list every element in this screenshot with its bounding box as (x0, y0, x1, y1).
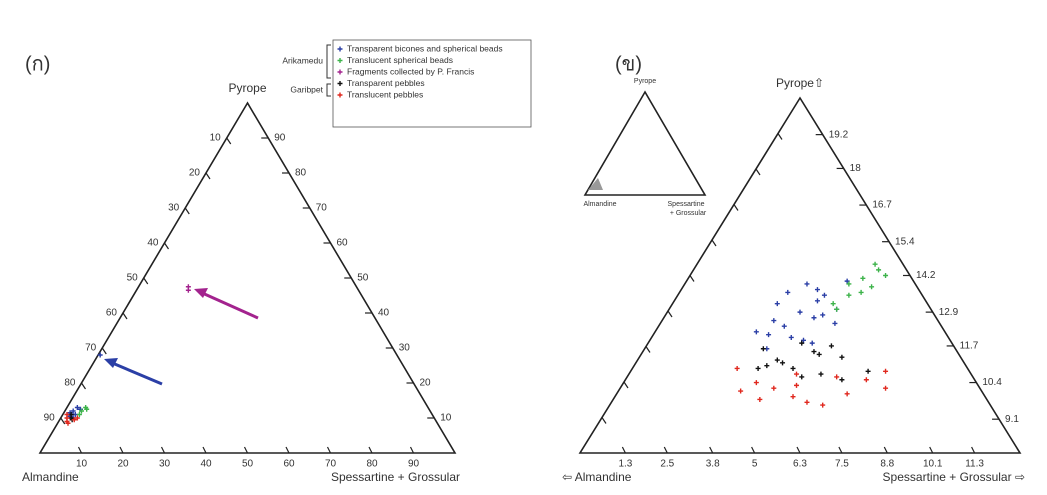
almandine-tick-label: 60 (106, 308, 118, 319)
sg-tick-label: 10 (76, 459, 88, 470)
pyrope-tick-label: 11.7 (960, 341, 979, 352)
pyrope-tick-label: 9.1 (1005, 414, 1019, 425)
almandine-tick-label: 40 (147, 238, 159, 249)
sg-tick-label: 80 (366, 459, 378, 470)
sg-tick-label: 50 (242, 459, 254, 470)
sg-tick-label: 2.5 (660, 459, 674, 470)
inset-label: + Grossular (670, 210, 707, 217)
sg-tick-label: 60 (283, 459, 295, 470)
panel-label: (ก) (25, 53, 50, 75)
sg-tick-label: 1.3 (618, 459, 632, 470)
almandine-tick-label: 10 (210, 133, 222, 144)
inset-label: Pyrope (634, 78, 656, 85)
axis-label: Spessartine + Grossular (331, 470, 460, 484)
panel-label: (ข) (615, 53, 642, 75)
pyrope-tick-label: 90 (274, 133, 286, 144)
sg-tick-label: 3.8 (706, 459, 720, 470)
sg-tick-label: 90 (408, 459, 420, 470)
sg-tick-label: 40 (200, 459, 212, 470)
legend-label: Transparent bicones and spherical beads (347, 43, 503, 53)
legend-label: Transparent pebbles (347, 78, 425, 88)
almandine-tick-label: 20 (189, 168, 201, 179)
pyrope-tick-label: 18 (850, 163, 862, 174)
apex-label: Pyrope⇧ (776, 76, 824, 90)
pyrope-tick-label: 10.4 (982, 377, 1002, 388)
pyrope-tick-label: 60 (337, 238, 349, 249)
pyrope-tick-label: 30 (399, 343, 411, 354)
pyrope-tick-label: 50 (357, 273, 369, 284)
sg-tick-label: 6.3 (793, 459, 807, 470)
inset-label: Almandine (583, 201, 616, 208)
axis-label: Spessartine + Grossular ⇨ (883, 470, 1025, 484)
pyrope-tick-label: 14.2 (916, 270, 936, 281)
sg-tick-label: 30 (159, 459, 171, 470)
pyrope-tick-label: 70 (316, 203, 328, 214)
legend-label: Translucent pebbles (347, 89, 423, 99)
sg-tick-label: 7.5 (835, 459, 849, 470)
sg-tick-label: 8.8 (880, 459, 894, 470)
pyrope-tick-label: 16.7 (872, 200, 892, 211)
almandine-tick-label: 90 (44, 413, 56, 424)
almandine-tick-label: 70 (85, 343, 97, 354)
axis-label: ⇦ Almandine (562, 470, 632, 484)
figure: (ก) Pyrope Almandine Spessartine + Grossula… (0, 0, 1047, 495)
sg-tick-label: 10.1 (923, 459, 943, 470)
almandine-tick-label: 50 (127, 273, 139, 284)
pyrope-tick-label: 12.9 (939, 307, 959, 318)
legend-label: Fragments collected by P. Francis (347, 66, 474, 76)
sg-tick-label: 11.3 (965, 459, 984, 470)
legend-label: Translucent spherical beads (347, 55, 453, 65)
pyrope-tick-label: 19.2 (829, 129, 849, 140)
almandine-tick-label: 30 (168, 203, 180, 214)
pyrope-tick-label: 15.4 (895, 236, 915, 247)
sg-tick-label: 5 (752, 459, 758, 470)
legend-group: Garibpet (290, 84, 323, 94)
axis-label: Almandine (22, 470, 79, 484)
apex-label: Pyrope (228, 81, 266, 95)
sg-tick-label: 70 (325, 459, 337, 470)
pyrope-tick-label: 80 (295, 168, 307, 179)
sg-tick-label: 20 (117, 459, 129, 470)
almandine-tick-label: 80 (64, 378, 76, 389)
pyrope-tick-label: 40 (378, 308, 390, 319)
pyrope-tick-label: 10 (440, 413, 452, 424)
pyrope-tick-label: 20 (420, 378, 432, 389)
legend-group: Arikamedu (282, 55, 323, 65)
inset-label: Spessartine (668, 201, 705, 208)
